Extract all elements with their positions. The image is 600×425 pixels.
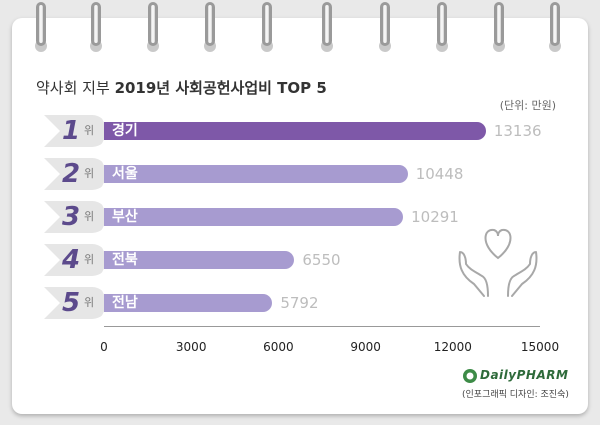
- rank-tab: [44, 115, 108, 147]
- bar-2: [104, 165, 408, 183]
- unit-label: (단위: 만원): [499, 99, 556, 112]
- rank-suffix: 위: [84, 167, 95, 180]
- rank-number: 1: [62, 116, 81, 146]
- bar-5: [104, 294, 273, 312]
- bar-category-label: 전북: [112, 252, 138, 268]
- bar-category-label: 경기: [112, 123, 138, 139]
- rank-suffix: 위: [84, 124, 95, 137]
- dailypharm-logo-icon: [463, 369, 477, 383]
- rank-suffix: 위: [84, 253, 95, 266]
- bar-4: [104, 251, 295, 269]
- chart-title-part1: 약사회 지부: [36, 79, 110, 97]
- x-tick-label: 9000: [350, 340, 381, 354]
- rank-number: 4: [62, 245, 81, 275]
- designer-credit: (인포그래픽 디자인: 조진숙): [462, 390, 569, 400]
- rank-suffix: 위: [84, 296, 95, 309]
- bar-value-label: 10448: [415, 165, 464, 183]
- bar-value-label: 5792: [280, 294, 319, 312]
- chart-title-part2: 2019년 사회공헌사업비 TOP 5: [114, 79, 327, 97]
- dailypharm-logo-text: DailyPHARM: [480, 368, 569, 382]
- bar-category-label: 전남: [112, 295, 138, 311]
- rank-number: 3: [62, 202, 81, 232]
- rank-tab: [44, 287, 108, 319]
- bar-category-label: 서울: [112, 166, 138, 182]
- rank-tab: [44, 244, 108, 276]
- bar-1: [104, 122, 486, 140]
- x-tick-label: 15000: [520, 340, 560, 354]
- bar-value-label: 10291: [411, 208, 459, 226]
- heart-hands-icon: [458, 228, 538, 297]
- x-axis-line: [104, 326, 540, 327]
- bar-3: [104, 208, 404, 226]
- rank-tab: [44, 158, 108, 190]
- bar-value-label: 13136: [493, 122, 542, 140]
- rank-number: 2: [62, 159, 81, 189]
- x-tick-label: 0: [100, 340, 108, 354]
- rank-tab: [44, 201, 108, 233]
- x-tick-label: 6000: [263, 340, 294, 354]
- x-tick-label: 3000: [175, 340, 207, 354]
- rank-number: 5: [62, 288, 81, 318]
- x-tick-label: 12000: [433, 340, 472, 354]
- rank-suffix: 위: [84, 210, 95, 223]
- chart-title: 약사회 지부 2019년 사회공헌사업비 TOP 5: [36, 77, 327, 98]
- bar-value-label: 6550: [302, 251, 341, 269]
- bar-category-label: 부산: [112, 209, 138, 225]
